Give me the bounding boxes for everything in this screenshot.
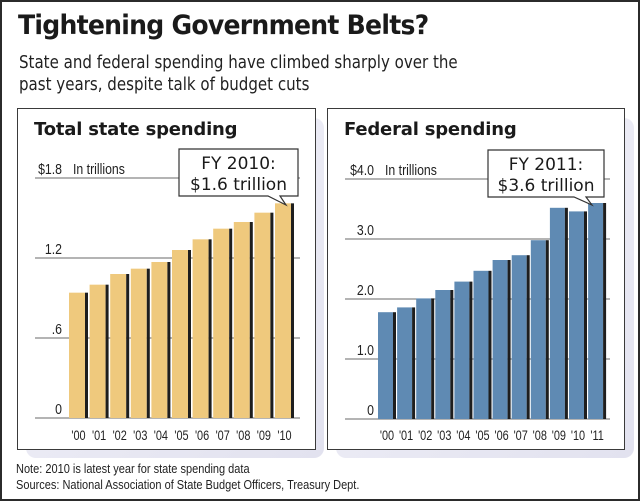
federal-bar-shadow [564,207,568,419]
footer-note: Note: 2010 is latest year for state spen… [16,462,250,476]
federal-bar [435,290,451,419]
federal-unit-label: In trillions [385,162,437,178]
state-y-tick-label: $1.8 [38,161,62,177]
state-bar [233,222,250,418]
federal-callout-line-1: FY 2011: [509,155,584,175]
federal-bar-shadow [507,260,511,419]
state-x-tick-label: '05 [174,428,188,444]
state-bar [172,250,188,418]
federal-callout-box [487,149,605,207]
state-x-tick-label: '07 [216,428,230,444]
federal-x-tick-label: '01 [399,428,413,444]
federal-x-tick-label: '11 [590,428,603,444]
state-bar-shadow [167,262,171,418]
federal-y-tick-label: 2.0 [357,282,374,298]
state-x-tick-label: '10 [277,428,291,444]
federal-bar [397,307,413,419]
federal-y-tick-label: 3.0 [357,222,374,238]
state-bar-shadow [85,292,88,418]
state-x-tick-label: '03 [133,428,147,444]
federal-bar-shadow [450,290,454,419]
federal-chart-title: Federal spending [344,119,517,140]
state-bar [275,203,291,418]
state-bar-shadow [105,284,109,418]
federal-bar [588,203,604,419]
state-x-tick-label: '02 [113,428,127,444]
federal-x-tick-label: '03 [437,428,451,444]
federal-bar [416,298,432,419]
federal-x-tick-label: '09 [552,428,566,444]
state-unit-label: In trillions [73,161,125,177]
federal-callout-line-2: $3.6 trillion [498,176,595,196]
federal-bar-shadow [545,240,549,419]
subtitle-line-1: State and federal spending have climbed … [19,53,458,73]
federal-x-tick-label: '08 [533,428,547,444]
state-x-tick-label: '08 [236,428,250,444]
page-title: Tightening Government Belts? [18,10,429,41]
state-chart-title: Total state spending [34,119,238,140]
footer: Note: 2010 is latest year for state spen… [16,461,359,493]
state-y-tick-label: .6 [52,321,63,337]
state-x-tick-label: '09 [257,428,271,444]
federal-bar-shadow [526,255,530,419]
state-bar-shadow [249,222,253,418]
state-bar-shadow [146,268,150,418]
federal-bar-shadow [584,211,587,419]
federal-x-tick-label: '07 [514,428,528,444]
federal-bar [569,211,584,419]
federal-y-tick-label: 0 [367,402,374,418]
federal-x-tick-label: '10 [571,428,585,444]
state-callout-box [178,148,299,207]
state-bar-shadow [291,203,294,418]
federal-bar-shadow [412,307,416,419]
state-x-tick-label: '01 [92,428,106,444]
federal-x-tick-label: '02 [418,428,432,444]
state-bar [192,239,209,418]
federal-bar-shadow [488,270,492,419]
state-x-tick-label: '06 [195,428,209,444]
state-bar [89,284,106,418]
federal-bar-shadow [393,312,396,419]
state-bar [110,274,127,418]
state-x-tick-label: '00 [71,428,85,444]
state-y-tick-label: 1.2 [45,241,62,257]
federal-bar [530,240,546,419]
federal-y-tick-label: $4.0 [350,162,374,178]
state-bar-shadow [208,239,212,418]
state-bar-shadow [126,274,130,418]
federal-bar-shadow [431,298,435,419]
state-bar [69,292,85,418]
subtitle-line-2: past years, despite talk of budget cuts [19,75,310,95]
federal-x-tick-label: '05 [475,428,489,444]
footer-sources: Sources: National Association of State B… [16,478,360,492]
state-y-tick-label: 0 [55,401,62,417]
state-bar-shadow [270,212,274,418]
federal-bar [473,270,489,419]
federal-bar [511,255,527,419]
federal-bar [492,260,508,419]
federal-bar-shadow [469,281,473,419]
federal-bar [378,312,393,419]
state-bar-shadow [188,250,191,418]
federal-x-tick-label: '06 [494,428,508,444]
federal-y-tick-label: 1.0 [357,342,374,358]
federal-x-tick-label: '04 [456,428,470,444]
state-callout-line-2: $1.6 trillion [190,175,287,195]
state-x-tick-label: '04 [154,428,168,444]
state-callout-line-1: FY 2010: [201,154,276,174]
state-bar [130,268,147,418]
state-bar-shadow [229,228,233,418]
federal-bar-shadow [603,203,607,419]
state-bar [151,262,168,418]
state-bar [254,212,271,418]
federal-bar [549,207,565,419]
state-bar [213,228,230,418]
subtitle: State and federal spending have climbed … [19,52,569,96]
federal-bar [454,281,470,419]
federal-x-tick-label: '00 [380,428,394,444]
